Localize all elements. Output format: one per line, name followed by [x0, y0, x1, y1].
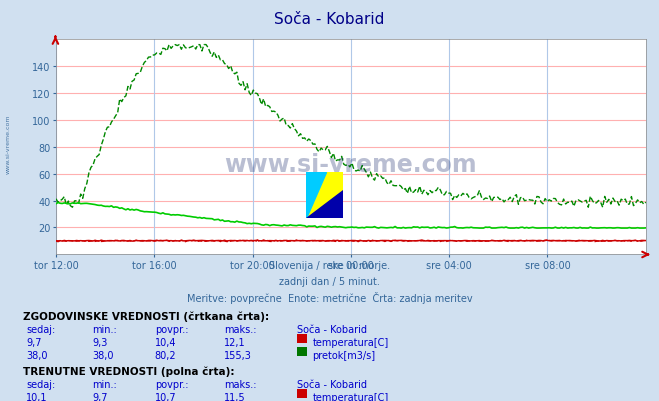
Text: zadnji dan / 5 minut.: zadnji dan / 5 minut.: [279, 276, 380, 286]
Text: 38,0: 38,0: [26, 350, 48, 360]
Text: temperatura[C]: temperatura[C]: [312, 337, 389, 347]
Text: sedaj:: sedaj:: [26, 379, 55, 389]
Text: www.si-vreme.com: www.si-vreme.com: [5, 115, 11, 174]
Text: www.si-vreme.com: www.si-vreme.com: [225, 152, 477, 176]
Text: Meritve: povprečne  Enote: metrične  Črta: zadnja meritev: Meritve: povprečne Enote: metrične Črta:…: [186, 291, 473, 303]
Text: 155,3: 155,3: [224, 350, 252, 360]
Text: 10,4: 10,4: [155, 337, 177, 347]
Text: 80,2: 80,2: [155, 350, 177, 360]
Text: sedaj:: sedaj:: [26, 324, 55, 334]
Text: 11,5: 11,5: [224, 392, 246, 401]
Text: ZGODOVINSKE VREDNOSTI (črtkana črta):: ZGODOVINSKE VREDNOSTI (črtkana črta):: [23, 311, 269, 321]
Polygon shape: [306, 191, 343, 219]
Text: maks.:: maks.:: [224, 379, 256, 389]
Text: pretok[m3/s]: pretok[m3/s]: [312, 350, 376, 360]
Text: min.:: min.:: [92, 324, 117, 334]
Text: 10,1: 10,1: [26, 392, 48, 401]
Text: Soča - Kobarid: Soča - Kobarid: [297, 324, 366, 334]
Polygon shape: [306, 172, 326, 219]
Text: Slovenija / reke in morje.: Slovenija / reke in morje.: [269, 261, 390, 271]
Text: Soča - Kobarid: Soča - Kobarid: [297, 379, 366, 389]
Text: 10,7: 10,7: [155, 392, 177, 401]
Text: 9,7: 9,7: [26, 337, 42, 347]
Text: maks.:: maks.:: [224, 324, 256, 334]
Text: TRENUTNE VREDNOSTI (polna črta):: TRENUTNE VREDNOSTI (polna črta):: [23, 366, 235, 376]
Text: 9,7: 9,7: [92, 392, 108, 401]
Text: povpr.:: povpr.:: [155, 324, 188, 334]
Text: 9,3: 9,3: [92, 337, 107, 347]
Text: 12,1: 12,1: [224, 337, 246, 347]
Text: temperatura[C]: temperatura[C]: [312, 392, 389, 401]
Text: min.:: min.:: [92, 379, 117, 389]
Text: povpr.:: povpr.:: [155, 379, 188, 389]
Text: Soča - Kobarid: Soča - Kobarid: [274, 12, 385, 27]
Text: 38,0: 38,0: [92, 350, 114, 360]
